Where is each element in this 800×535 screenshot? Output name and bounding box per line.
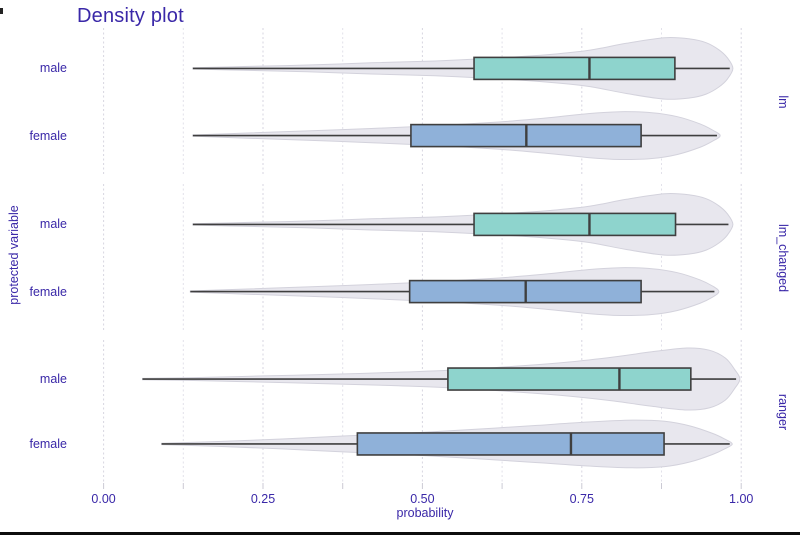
- box-lm_changed-male: [473, 212, 677, 237]
- facet-strip-label-ranger: ranger: [776, 393, 790, 430]
- y-category-label-lm_changed-male: male: [39, 217, 67, 232]
- x-tick-label-0.50: 0.50: [410, 492, 435, 506]
- y-category-label-lm_changed-female: female: [29, 284, 67, 299]
- y-category-label-ranger-male: male: [39, 372, 67, 387]
- x-axis-title: probability: [396, 506, 454, 520]
- y-category-label-lm-female: female: [29, 128, 67, 143]
- y-category-label-lm-male: male: [39, 61, 67, 76]
- window-bottom-edge: [0, 532, 800, 535]
- box-lm-male: [473, 56, 676, 81]
- x-tick-label-0.25: 0.25: [250, 492, 276, 506]
- box-ranger-female: [356, 432, 665, 456]
- screen-edge-artifact: [0, 8, 3, 14]
- facet-strip-label-lm: lm: [776, 95, 790, 109]
- y-category-label-ranger-female: female: [29, 436, 67, 451]
- x-tick-label-0.75: 0.75: [569, 492, 594, 506]
- x-tick-label-0.00: 0.00: [91, 492, 116, 506]
- facet-strip-label-lm_changed: lm_changed: [776, 223, 790, 293]
- chart-title: Density plot: [77, 5, 184, 27]
- x-tick-label-1.00: 1.00: [729, 492, 754, 506]
- box-ranger-male: [447, 367, 692, 391]
